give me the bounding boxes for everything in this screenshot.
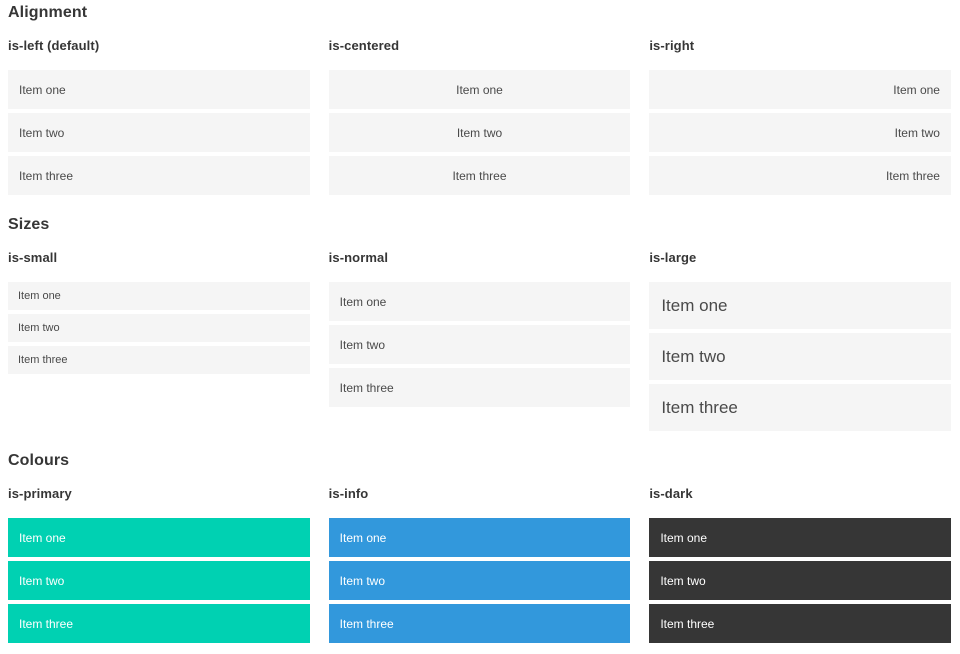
columns-row: is-left (default) Item one Item two Item th… bbox=[8, 22, 951, 195]
list-item: Item one bbox=[8, 282, 310, 310]
list-item: Item three bbox=[8, 156, 310, 195]
column-is-normal: is-normal Item one Item two Item three bbox=[328, 234, 631, 407]
list-item: Item one bbox=[649, 518, 951, 557]
item-list: Item one Item two Item three bbox=[649, 70, 951, 195]
item-list: Item one Item two Item three bbox=[8, 282, 310, 374]
item-list: Item one Item two Item three bbox=[649, 518, 951, 643]
list-item: Item two bbox=[8, 113, 310, 152]
column-is-info: is-info Item one Item two Item three bbox=[328, 470, 631, 643]
column-title: is-small bbox=[8, 250, 58, 265]
column-title: is-centered bbox=[328, 38, 400, 53]
section-sizes: Sizes is-small Item one Item two Item three i… bbox=[8, 216, 951, 431]
column-is-small: is-small Item one Item two Item three bbox=[8, 234, 310, 374]
list-item: Item three bbox=[649, 604, 951, 643]
list-item: Item two bbox=[649, 113, 951, 152]
section-colours: Colours is-primary Item one Item two Item th… bbox=[8, 452, 951, 643]
column-is-centered: is-centered Item one Item two Item three bbox=[328, 22, 631, 195]
column-is-right: is-right Item one Item two Item three bbox=[649, 22, 951, 195]
column-is-large: is-large Item one Item two Item three bbox=[649, 234, 951, 431]
section-title: Colours bbox=[8, 452, 70, 469]
columns-row: is-small Item one Item two Item three is-nor… bbox=[8, 234, 951, 431]
list-item: Item two bbox=[328, 325, 631, 364]
list-item: Item two bbox=[8, 314, 310, 342]
list-item: Item two bbox=[649, 333, 951, 380]
list-item: Item one bbox=[649, 70, 951, 109]
item-list: Item one Item two Item three bbox=[8, 518, 310, 643]
list-item: Item one bbox=[328, 282, 631, 321]
column-is-dark: is-dark Item one Item two Item three bbox=[649, 470, 951, 643]
list-item: Item three bbox=[328, 604, 631, 643]
list-item: Item one bbox=[8, 70, 310, 109]
section-alignment: Alignment is-left (default) Item one Item t… bbox=[8, 4, 951, 195]
list-item: Item three bbox=[8, 346, 310, 374]
column-title: is-left (default) bbox=[8, 38, 100, 53]
list-item: Item two bbox=[328, 113, 631, 152]
column-title: is-large bbox=[649, 250, 697, 265]
column-title: is-normal bbox=[328, 250, 389, 265]
item-list: Item one Item two Item three bbox=[8, 70, 310, 195]
list-item: Item one bbox=[328, 518, 631, 557]
list-item: Item one bbox=[8, 518, 310, 557]
column-title: is-dark bbox=[649, 486, 693, 501]
column-title: is-right bbox=[649, 38, 695, 53]
list-item: Item one bbox=[328, 70, 631, 109]
list-item: Item two bbox=[328, 561, 631, 600]
item-list: Item one Item two Item three bbox=[649, 282, 951, 431]
list-item: Item one bbox=[649, 282, 951, 329]
item-list: Item one Item two Item three bbox=[328, 70, 631, 195]
section-title: Alignment bbox=[8, 4, 88, 21]
item-list: Item one Item two Item three bbox=[328, 518, 631, 643]
column-title: is-primary bbox=[8, 486, 72, 501]
column-is-primary: is-primary Item one Item two Item three bbox=[8, 470, 310, 643]
list-item: Item three bbox=[328, 156, 631, 195]
list-item: Item two bbox=[8, 561, 310, 600]
column-is-left: is-left (default) Item one Item two Item th… bbox=[8, 22, 310, 195]
list-item: Item three bbox=[8, 604, 310, 643]
list-item: Item three bbox=[649, 156, 951, 195]
list-item: Item three bbox=[328, 368, 631, 407]
column-title: is-info bbox=[328, 486, 369, 501]
section-title: Sizes bbox=[8, 216, 50, 233]
list-item: Item three bbox=[649, 384, 951, 431]
list-item: Item two bbox=[649, 561, 951, 600]
columns-row: is-primary Item one Item two Item three is-i… bbox=[8, 470, 951, 643]
item-list: Item one Item two Item three bbox=[328, 282, 631, 407]
